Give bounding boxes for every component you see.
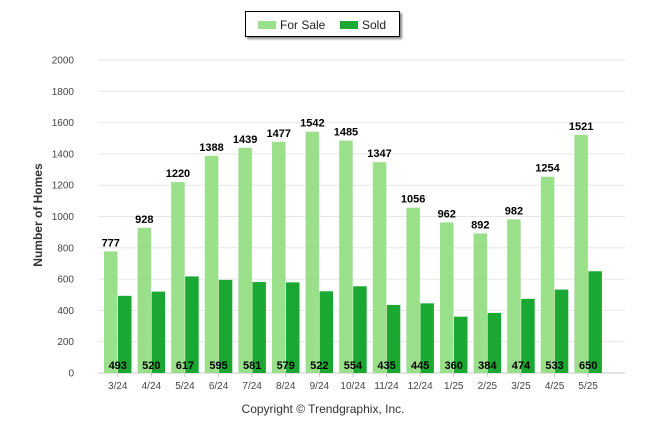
bar-for-sale <box>339 140 353 373</box>
y-tick-label: 1000 <box>52 212 75 223</box>
bar-for-sale <box>372 162 387 373</box>
data-label-sold: 579 <box>277 360 295 372</box>
bar-sold <box>252 282 266 373</box>
bar-for-sale <box>137 227 152 373</box>
data-label-for-sale: 962 <box>438 208 456 220</box>
bar-for-sale <box>238 147 252 373</box>
y-axis-title: Number of Homes <box>31 163 45 267</box>
bar-for-sale <box>473 233 488 373</box>
bar-sold <box>588 271 602 373</box>
x-tick-label: 3/24 <box>108 381 128 392</box>
legend-swatch-sold <box>340 21 358 29</box>
data-label-for-sale: 1347 <box>367 148 391 160</box>
y-tick-label: 1800 <box>52 87 75 98</box>
bar-sold <box>454 316 468 373</box>
bar-sold <box>185 276 199 373</box>
legend: For Sale Sold <box>245 11 400 37</box>
y-tick-label: 1200 <box>52 181 75 192</box>
x-tick-label: 11/24 <box>374 381 399 392</box>
bar-sold <box>521 298 535 373</box>
x-tick-label: 12/24 <box>408 381 433 392</box>
data-label-sold: 581 <box>243 360 261 372</box>
bar-for-sale <box>305 131 320 373</box>
bar-sold <box>286 282 300 373</box>
y-tick-label: 1400 <box>52 149 75 160</box>
data-label-for-sale: 1439 <box>233 134 257 146</box>
y-tick-label: 600 <box>57 275 74 286</box>
data-label-for-sale: 1477 <box>267 128 291 140</box>
data-label-for-sale: 777 <box>102 237 120 249</box>
bar-for-sale <box>272 141 286 373</box>
bar-for-sale <box>507 219 521 373</box>
data-label-for-sale: 1521 <box>569 121 593 133</box>
data-label-for-sale: 1485 <box>334 127 358 139</box>
bar-for-sale <box>574 134 588 373</box>
data-label-for-sale: 928 <box>135 214 153 226</box>
x-tick-label: 8/24 <box>276 381 296 392</box>
bar-sold <box>353 286 367 373</box>
y-tick-label: 2000 <box>52 56 75 67</box>
bar-for-sale <box>104 251 118 373</box>
y-tick-label: 200 <box>57 337 74 348</box>
x-tick-label: 10/24 <box>340 381 365 392</box>
x-tick-label: 3/25 <box>511 381 531 392</box>
data-label-for-sale: 982 <box>505 205 523 217</box>
data-label-sold: 360 <box>445 360 463 372</box>
data-label-sold: 617 <box>176 360 194 372</box>
y-tick-label: 1600 <box>52 118 75 129</box>
copyright-footer: Copyright © Trendgraphix, Inc. <box>241 402 405 416</box>
bar-sold <box>554 289 569 373</box>
y-tick-label: 800 <box>57 243 74 254</box>
data-label-sold: 522 <box>310 360 328 372</box>
x-tick-label: 4/25 <box>545 381 565 392</box>
data-label-for-sale: 1220 <box>166 168 190 180</box>
legend-label-sold: Sold <box>362 18 387 32</box>
data-label-sold: 650 <box>579 360 597 372</box>
data-label-for-sale: 892 <box>471 219 489 231</box>
bar-sold <box>319 291 334 373</box>
data-label-sold: 554 <box>344 360 363 372</box>
data-label-sold: 493 <box>109 360 127 372</box>
bar-sold <box>420 303 434 373</box>
data-label-for-sale: 1542 <box>300 118 324 130</box>
data-label-sold: 435 <box>377 360 395 372</box>
bar-for-sale <box>171 182 185 373</box>
data-label-for-sale: 1388 <box>199 142 223 154</box>
bar-sold <box>487 312 502 373</box>
x-tick-label: 1/25 <box>444 381 464 392</box>
y-tick-label: 400 <box>57 306 74 317</box>
bar-for-sale <box>540 176 555 373</box>
bar-for-sale <box>406 207 420 373</box>
data-label-sold: 595 <box>209 360 227 372</box>
x-tick-label: 7/24 <box>242 381 262 392</box>
bar-for-sale <box>204 155 219 373</box>
data-label-sold: 384 <box>478 360 497 372</box>
x-tick-label: 2/25 <box>478 381 498 392</box>
x-tick-label: 5/25 <box>578 381 598 392</box>
bar-for-sale <box>440 222 454 373</box>
bar-sold <box>151 291 166 373</box>
bar-sold <box>218 279 233 373</box>
data-label-sold: 445 <box>411 360 429 372</box>
x-tick-label: 9/24 <box>310 381 330 392</box>
data-label-for-sale: 1056 <box>401 194 425 206</box>
data-label-for-sale: 1254 <box>535 163 560 175</box>
x-tick-label: 5/24 <box>175 381 195 392</box>
data-label-sold: 474 <box>512 360 531 372</box>
bar-sold <box>118 295 132 373</box>
legend-swatch-for-sale <box>258 21 276 29</box>
bar-sold <box>386 304 401 373</box>
data-label-sold: 520 <box>142 360 160 372</box>
x-tick-label: 6/24 <box>209 381 229 392</box>
x-tick-label: 4/24 <box>142 381 162 392</box>
y-tick-label: 0 <box>68 369 74 380</box>
data-label-sold: 533 <box>545 360 563 372</box>
legend-label-for-sale: For Sale <box>280 18 326 32</box>
